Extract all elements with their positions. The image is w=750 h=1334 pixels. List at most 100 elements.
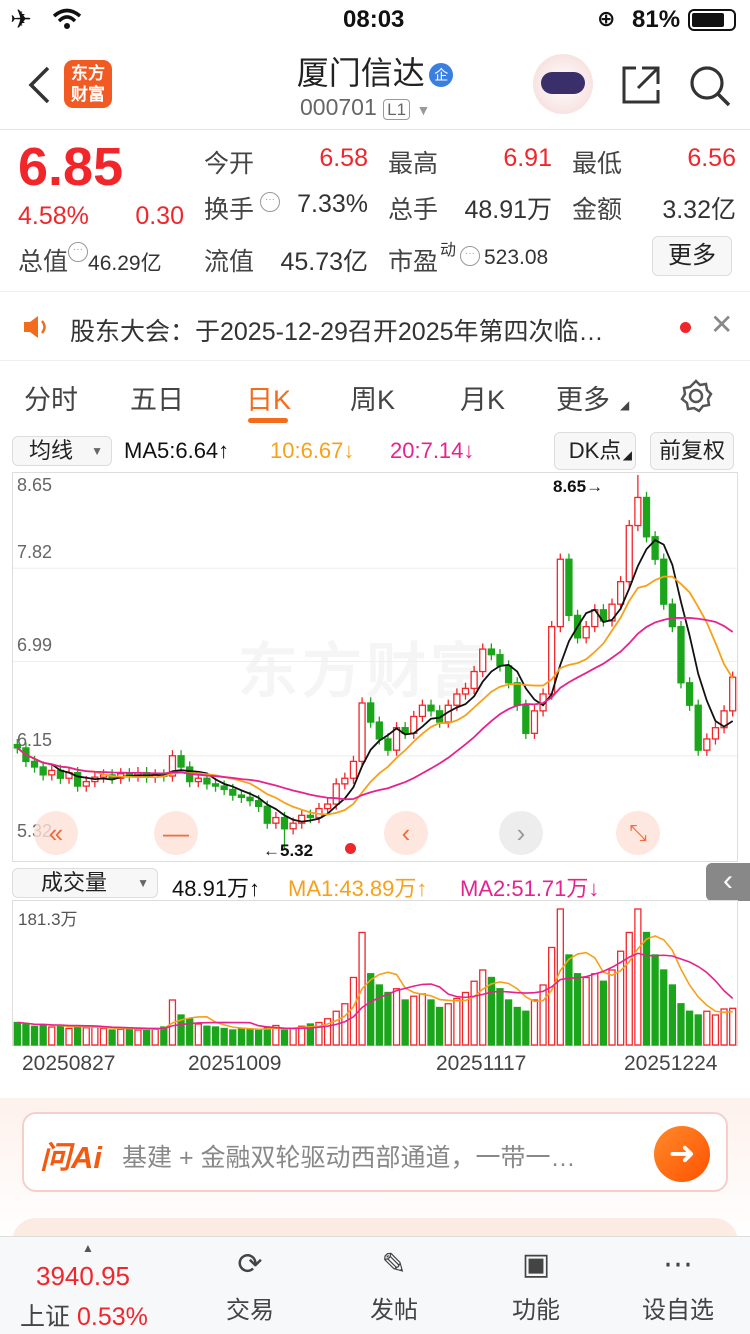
info-icon[interactable]: ··· bbox=[460, 246, 480, 266]
stock-code-dropdown[interactable]: 000701 L1 ▼ bbox=[300, 94, 430, 121]
candle-body bbox=[229, 788, 237, 796]
stock-code: 000701 bbox=[300, 94, 377, 120]
trade-button[interactable]: ⟳ 交易 bbox=[190, 1247, 310, 1325]
post-button[interactable]: ✎ 发帖 bbox=[334, 1247, 454, 1325]
volume-bar bbox=[134, 1029, 142, 1046]
volume-bar bbox=[73, 1025, 82, 1046]
tab-1[interactable]: 五日 bbox=[130, 385, 184, 415]
candle-body bbox=[289, 822, 297, 830]
volume-bar bbox=[56, 1024, 65, 1046]
collapse-panel-button[interactable]: ‹ bbox=[706, 863, 750, 901]
volume-bar bbox=[651, 954, 659, 1046]
close-icon[interactable]: ✕ bbox=[710, 309, 734, 340]
vol-ma2-line bbox=[17, 952, 734, 1030]
tab-4[interactable]: 月K bbox=[460, 385, 506, 415]
rewind-icon[interactable]: « bbox=[34, 811, 78, 855]
volume-bar bbox=[591, 973, 599, 1046]
y-tick-label: 7.82 bbox=[17, 542, 53, 563]
volume-bar bbox=[453, 997, 461, 1046]
volume-bar bbox=[39, 1024, 47, 1046]
watermark: 东方财富 bbox=[238, 623, 494, 710]
volume-bar bbox=[418, 993, 427, 1046]
dk-point-button[interactable]: DK点 ◢ bbox=[554, 432, 636, 470]
arrow-right-icon[interactable]: ➜ bbox=[654, 1126, 710, 1182]
volume-bar bbox=[470, 980, 478, 1046]
tab-5[interactable]: 更多 bbox=[556, 385, 610, 415]
chevron-left-icon[interactable]: ‹ bbox=[384, 811, 428, 855]
volume-bar bbox=[487, 976, 496, 1046]
volume-bar bbox=[254, 1029, 263, 1046]
app-logo: 东方财富 bbox=[64, 60, 112, 108]
ma10-line bbox=[16, 575, 734, 816]
candle-body bbox=[211, 783, 220, 787]
candle-body bbox=[82, 780, 90, 787]
assistant-robot-avatar[interactable] bbox=[533, 54, 593, 114]
volume-bar bbox=[211, 1026, 220, 1046]
settings-gear-icon[interactable] bbox=[678, 378, 714, 414]
chevron-down-icon: ▼ bbox=[416, 102, 431, 118]
candle-body bbox=[349, 760, 358, 779]
quote-value: 6.56 bbox=[687, 144, 736, 172]
candle-body bbox=[73, 771, 82, 787]
candle-body bbox=[668, 603, 677, 628]
index-value[interactable]: 3940.95 bbox=[36, 1261, 130, 1291]
more-quote-button[interactable]: 更多 bbox=[652, 236, 732, 276]
volume-bar bbox=[401, 999, 409, 1046]
y-tick-label: 8.65 bbox=[17, 475, 53, 495]
functions-button[interactable]: ▣ 功能 bbox=[476, 1247, 596, 1325]
volume-bar bbox=[599, 980, 608, 1046]
volume-bar bbox=[530, 999, 539, 1046]
candle-body bbox=[470, 670, 478, 690]
candle-body bbox=[194, 777, 202, 783]
volume-chart[interactable]: 181.3万 bbox=[12, 900, 738, 1046]
index-quote[interactable]: 上证 0.53% bbox=[20, 1303, 148, 1331]
share-icon[interactable] bbox=[620, 64, 662, 106]
event-dot[interactable] bbox=[345, 843, 356, 854]
kline-chart[interactable]: 东方财富 8.657.826.996.155.32 8.65→ ←5.32 « … bbox=[12, 472, 739, 862]
info-icon[interactable]: ··· bbox=[260, 192, 280, 212]
candle-body bbox=[332, 783, 340, 805]
volume-bar bbox=[703, 1010, 711, 1046]
candle-body bbox=[298, 814, 306, 824]
volume-bar bbox=[616, 950, 625, 1046]
info-icon[interactable]: ··· bbox=[68, 242, 89, 262]
candle-body bbox=[685, 682, 694, 706]
x-tick-label: 20251009 bbox=[188, 1052, 282, 1075]
candle-body bbox=[418, 704, 427, 718]
tab-2[interactable]: 日K bbox=[246, 385, 292, 415]
vol-ma2-value: MA2:51.71万↓ bbox=[460, 876, 600, 901]
search-icon[interactable] bbox=[688, 64, 732, 108]
unread-dot bbox=[680, 322, 691, 333]
volume-bar bbox=[65, 1027, 73, 1046]
volume-bar bbox=[289, 1027, 297, 1046]
expand-icon[interactable]: ⤡ bbox=[616, 811, 660, 855]
volume-bar bbox=[539, 984, 547, 1046]
volume-bar bbox=[151, 1028, 159, 1046]
indicator-select[interactable]: 成交量 ▼ bbox=[12, 868, 158, 898]
y-tick-label: 6.15 bbox=[17, 729, 53, 750]
chevron-right-icon[interactable]: › bbox=[499, 811, 543, 855]
candle-body bbox=[306, 814, 315, 819]
volume-bar bbox=[504, 999, 513, 1046]
quote-label: 流值 bbox=[204, 248, 255, 276]
ma-select[interactable]: 均线 ▼ bbox=[12, 436, 112, 466]
back-icon[interactable] bbox=[26, 66, 52, 104]
candle-body bbox=[694, 704, 702, 751]
notice-bar[interactable]: 股东大会：于2025-12-29召开2025年第四次临… ✕ bbox=[0, 291, 750, 361]
grid-icon: ▣ bbox=[521, 1248, 551, 1281]
tab-3[interactable]: 周K bbox=[350, 385, 396, 415]
candle-body bbox=[272, 816, 280, 824]
add-watchlist-button[interactable]: ⋯ 设自选 bbox=[618, 1247, 738, 1325]
volume-bar bbox=[298, 1025, 306, 1046]
speaker-icon bbox=[24, 316, 46, 338]
adjust-button[interactable]: 前复权 bbox=[650, 432, 734, 470]
ai-search-box[interactable]: 问Ai 基建 + 金融双轮驱动西部通道，一带一… ➜ bbox=[22, 1112, 728, 1192]
quote-label: 今开 bbox=[204, 150, 255, 178]
change-amount: 0.30 bbox=[135, 202, 184, 230]
candle-body bbox=[461, 687, 470, 695]
volume-bar bbox=[608, 969, 616, 1046]
zoom-out-icon[interactable]: — bbox=[154, 811, 198, 855]
quote-value: 3.32亿 bbox=[662, 196, 736, 224]
quote-label: 换手 bbox=[204, 196, 255, 224]
tab-0[interactable]: 分时 bbox=[24, 385, 78, 415]
